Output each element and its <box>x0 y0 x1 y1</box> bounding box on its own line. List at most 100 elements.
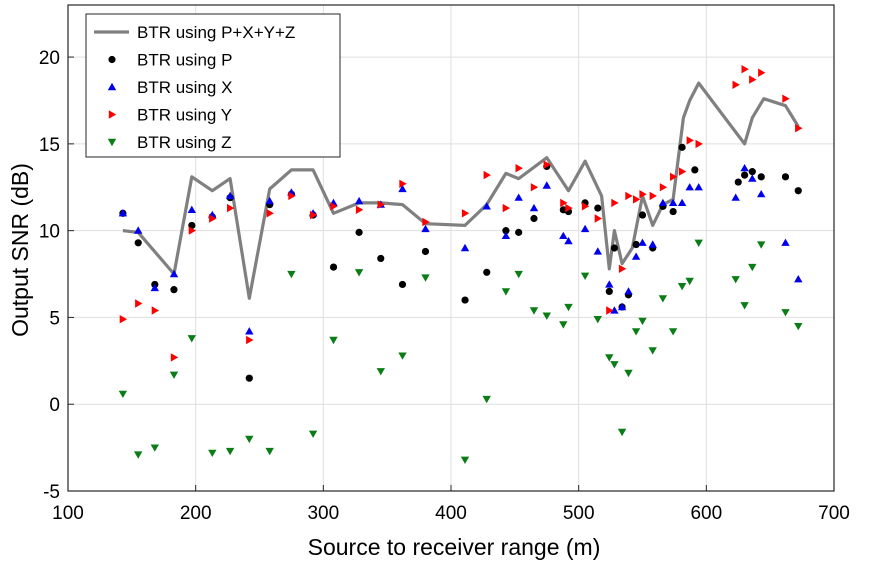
data-point <box>377 200 385 209</box>
x-tick-label: 100 <box>52 503 84 524</box>
x-tick-label: 200 <box>180 503 212 524</box>
legend-entry: BTR using P <box>108 51 232 70</box>
data-point <box>483 268 491 276</box>
data-point <box>594 204 602 212</box>
data-point <box>460 456 470 464</box>
data-point <box>565 203 573 213</box>
data-point <box>594 214 602 223</box>
data-point <box>287 270 296 279</box>
data-point <box>209 214 217 223</box>
x-tick-label: 700 <box>818 503 850 524</box>
legend-marker <box>107 138 117 147</box>
data-point <box>501 231 511 239</box>
data-point <box>617 302 627 311</box>
data-point <box>187 205 196 213</box>
data-point <box>265 196 274 205</box>
data-point <box>355 205 364 214</box>
y-tick-label: -5 <box>43 482 60 503</box>
data-point <box>694 239 703 247</box>
data-point <box>658 198 668 206</box>
data-point <box>610 244 619 252</box>
data-point <box>593 247 602 255</box>
data-point <box>421 274 430 282</box>
data-point <box>731 193 740 201</box>
data-point <box>617 428 627 437</box>
data-point <box>118 390 128 398</box>
data-point <box>460 243 470 252</box>
data-point <box>355 228 363 236</box>
data-point <box>288 191 296 201</box>
legend-marker <box>108 110 117 119</box>
data-point <box>625 191 633 201</box>
data-point <box>559 231 568 239</box>
data-point <box>377 254 385 263</box>
x-tick-label: 400 <box>435 503 467 524</box>
legend-marker <box>107 82 117 91</box>
data-point <box>757 173 765 181</box>
data-point <box>227 203 235 213</box>
data-point <box>794 275 803 283</box>
data-point <box>734 178 742 186</box>
data-point <box>740 164 749 172</box>
data-point <box>748 168 756 176</box>
data-point <box>624 287 633 295</box>
data-point <box>648 347 657 355</box>
data-point <box>135 299 143 308</box>
data-point <box>748 174 757 182</box>
data-point <box>530 183 539 192</box>
data-point <box>580 272 590 280</box>
data-point <box>543 160 551 169</box>
data-point <box>150 283 159 292</box>
x-tick-label: 500 <box>563 503 595 524</box>
plot-series <box>118 65 803 464</box>
x-axis-title: Source to receiver range (m) <box>308 534 601 560</box>
data-point <box>658 295 668 303</box>
data-point <box>225 191 235 200</box>
data-point <box>732 80 740 89</box>
data-point <box>611 198 619 208</box>
data-point <box>265 447 274 456</box>
legend-box <box>85 13 341 158</box>
series-2 <box>118 164 803 335</box>
data-point <box>169 371 179 379</box>
data-point <box>134 239 142 247</box>
data-point <box>605 280 614 288</box>
data-point <box>515 228 523 236</box>
data-point <box>482 202 491 210</box>
data-point <box>669 207 677 216</box>
data-point <box>245 374 253 382</box>
data-point <box>150 444 159 452</box>
data-point <box>757 190 766 198</box>
data-point <box>170 353 179 362</box>
data-point <box>606 306 614 315</box>
data-point <box>624 369 633 378</box>
data-point <box>530 214 538 223</box>
data-point <box>668 198 678 206</box>
data-point <box>659 183 668 192</box>
series-4 <box>118 239 803 464</box>
data-point <box>225 447 235 456</box>
data-point <box>781 173 790 181</box>
data-point <box>564 303 573 312</box>
data-point <box>581 202 590 211</box>
data-point <box>461 209 470 218</box>
legend-entry: BTR using Y <box>108 106 232 125</box>
data-point <box>461 296 469 304</box>
y-tick-label: 0 <box>49 395 60 416</box>
data-point <box>564 236 573 245</box>
data-point <box>593 316 602 324</box>
data-point <box>529 203 539 212</box>
data-point <box>618 264 627 273</box>
data-point <box>649 191 657 201</box>
legend-label: BTR using P+X+Y+Z <box>137 23 295 42</box>
data-point <box>246 335 254 345</box>
data-point <box>502 203 511 213</box>
data-point <box>187 335 196 343</box>
data-point <box>208 449 217 457</box>
data-point <box>580 224 590 233</box>
data-point <box>695 139 703 149</box>
data-point <box>748 263 757 272</box>
data-point <box>399 179 407 188</box>
data-point <box>677 198 687 206</box>
